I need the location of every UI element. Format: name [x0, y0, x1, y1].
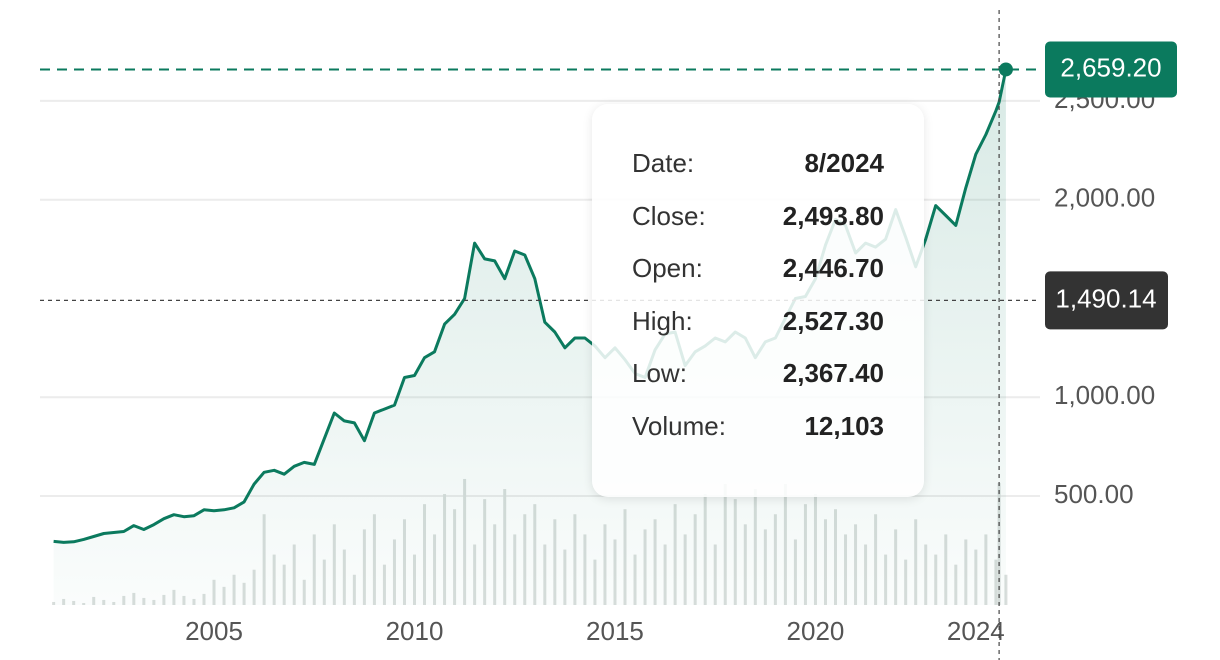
x-tick-label: 2020 [787, 616, 845, 646]
x-tick-label: 2005 [185, 616, 243, 646]
tooltip-label: Low: [632, 358, 687, 388]
y-tick-label: 2,000.00 [1054, 183, 1155, 213]
tooltip-row: High: 2,527.30 [632, 306, 884, 359]
tooltip-row: Close: 2,493.80 [632, 201, 884, 254]
tooltip-row: Open: 2,446.70 [632, 253, 884, 306]
tooltip-value: 2,367.40 [782, 358, 884, 388]
volume-bar [1004, 574, 1008, 605]
tooltip-value: 2,446.70 [782, 253, 884, 283]
tooltip-row: Volume: 12,103 [632, 411, 884, 464]
x-tick-label: 2024 [947, 616, 1005, 646]
tooltip-value: 8/2024 [804, 148, 884, 178]
last-price-label: 2,659.20 [1060, 52, 1161, 82]
tooltip-value: 2,527.30 [782, 305, 884, 336]
tooltip-label: Volume: [632, 410, 726, 441]
tooltip-value: 12,103 [804, 410, 884, 441]
tooltip-row: Low: 2,367.40 [632, 358, 884, 411]
x-tick-label: 2010 [386, 616, 444, 646]
tooltip-value: 2,493.80 [782, 200, 884, 231]
crosshair-badge [1045, 271, 1168, 330]
tooltip-label: High: [632, 305, 693, 336]
tooltip-row: Date: 8/2024 [632, 148, 884, 201]
tooltip-label: Date: [632, 148, 695, 178]
tooltip-label: Close: [632, 200, 706, 231]
x-tick-label: 2015 [586, 616, 644, 646]
y-tick-label: 1,000.00 [1054, 380, 1155, 410]
tooltip: Date: 8/2024 Close: 2,493.80 Open: 2,446.70 Hi… [592, 104, 924, 497]
tooltip-label: Open: [632, 253, 703, 283]
last-point [998, 62, 1013, 77]
last-price-badge [1045, 41, 1177, 98]
y-tick-label: 500.00 [1054, 479, 1134, 509]
crosshair-label: 1,490.14 [1055, 283, 1156, 313]
